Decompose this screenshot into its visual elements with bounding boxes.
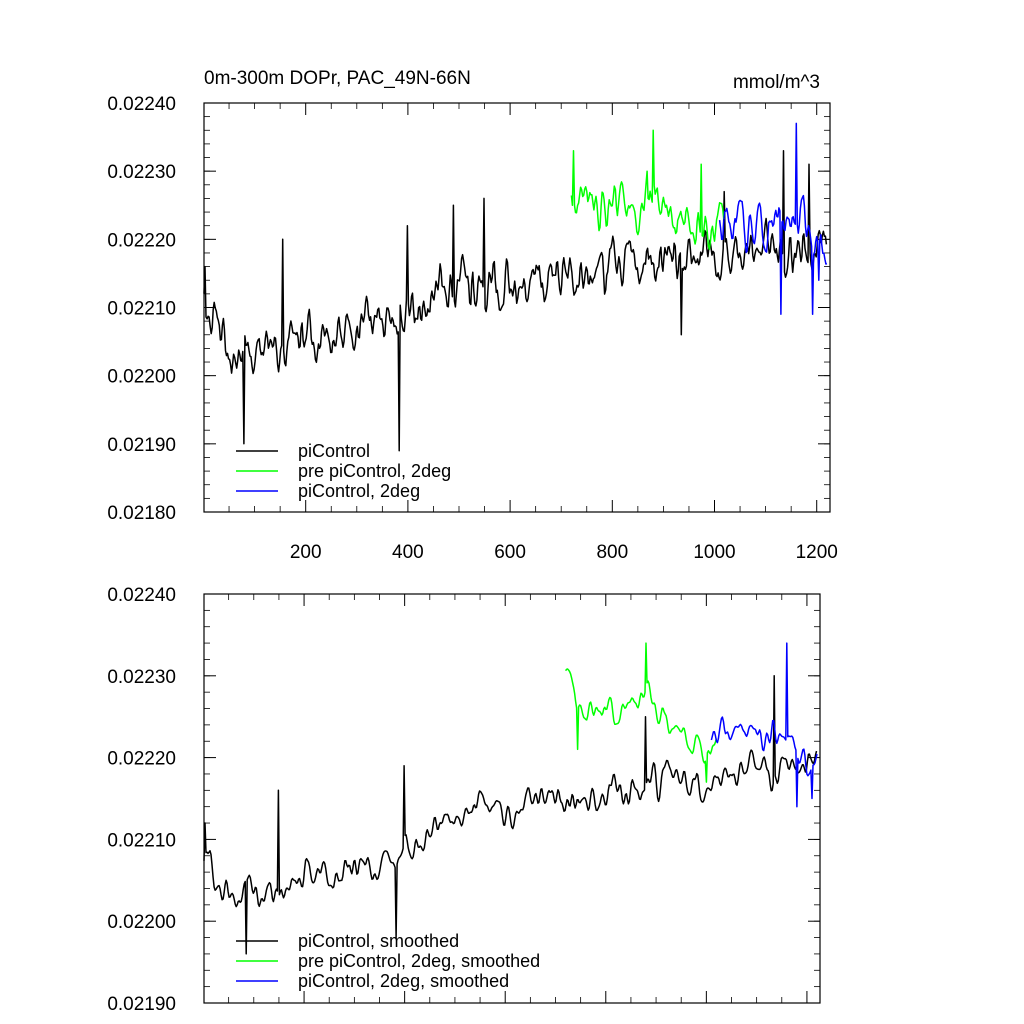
y-tick-label: 0.02210 xyxy=(107,830,176,851)
y-tick-label: 0.02230 xyxy=(107,162,176,183)
panel-top-axes: 0.02180 0.02190 0.02200 0.02210 0.02220 0.022… xyxy=(107,94,838,563)
x-tick-label: 600 xyxy=(494,542,526,563)
legend-label-pre-picontrol-2deg-smoothed: pre piControl, 2deg, smoothed xyxy=(298,951,540,971)
x-tick-label: 1000 xyxy=(693,542,735,563)
y-tick-label: 0.02220 xyxy=(107,749,176,770)
panel-top-legend: piControl pre piControl, 2deg piControl,… xyxy=(236,441,451,501)
series-line-picontrol-smoothed xyxy=(203,675,818,955)
y-tick-label: 0.02240 xyxy=(107,94,176,115)
y-tick-label: 0.02190 xyxy=(107,435,176,456)
y-tick-label: 0.02200 xyxy=(107,912,176,933)
legend-label-picontrol-2deg: piControl, 2deg xyxy=(298,481,420,501)
y-tick-label: 0.02190 xyxy=(107,994,176,1015)
y-tick-label: 0.02180 xyxy=(107,503,176,524)
y-tick-label: 0.02200 xyxy=(107,367,176,388)
x-tick-label: 1200 xyxy=(796,542,838,563)
y-tick-label: 0.02220 xyxy=(107,230,176,251)
panel-top-title: 0m-300m DOPr, PAC_49N-66N xyxy=(204,68,471,89)
panel-top: 0m-300m DOPr, PAC_49N-66N mmol/m^3 0.021… xyxy=(107,68,838,563)
panel-bottom-frame xyxy=(203,593,821,1004)
legend-label-picontrol-smoothed: piControl, smoothed xyxy=(298,931,459,951)
series-line-picontrol xyxy=(203,149,828,452)
legend-label-picontrol: piControl xyxy=(298,441,370,461)
panel-bottom-axes: 0.02190 0.02200 0.02210 0.02220 0.02230 0.022… xyxy=(107,585,820,1015)
panel-bottom: 0.02190 0.02200 0.02210 0.02220 0.02230 0.022… xyxy=(107,585,821,1015)
y-tick-label: 0.02230 xyxy=(107,667,176,688)
x-tick-label: 800 xyxy=(596,542,628,563)
legend-label-picontrol-2deg-smoothed: piControl, 2deg, smoothed xyxy=(298,971,509,991)
series-line-picontrol-2deg xyxy=(718,122,828,316)
y-tick-label: 0.02210 xyxy=(107,299,176,320)
panel-bottom-legend: piControl, smoothed pre piControl, 2deg,… xyxy=(236,931,540,991)
x-tick-label: 200 xyxy=(290,542,322,563)
legend-label-pre-picontrol-2deg: pre piControl, 2deg xyxy=(298,461,451,481)
x-tick-label: 400 xyxy=(392,542,424,563)
panel-top-units: mmol/m^3 xyxy=(733,72,820,93)
y-tick-label: 0.02240 xyxy=(107,585,176,606)
series-line-pre-picontrol-2deg xyxy=(570,129,726,251)
panel-top-lines xyxy=(203,122,828,452)
panel-bottom-lines xyxy=(203,642,818,955)
series-line-picontrol-2deg-smoothed xyxy=(710,642,818,808)
series-line-pre-picontrol-2deg-smoothed xyxy=(564,642,718,783)
